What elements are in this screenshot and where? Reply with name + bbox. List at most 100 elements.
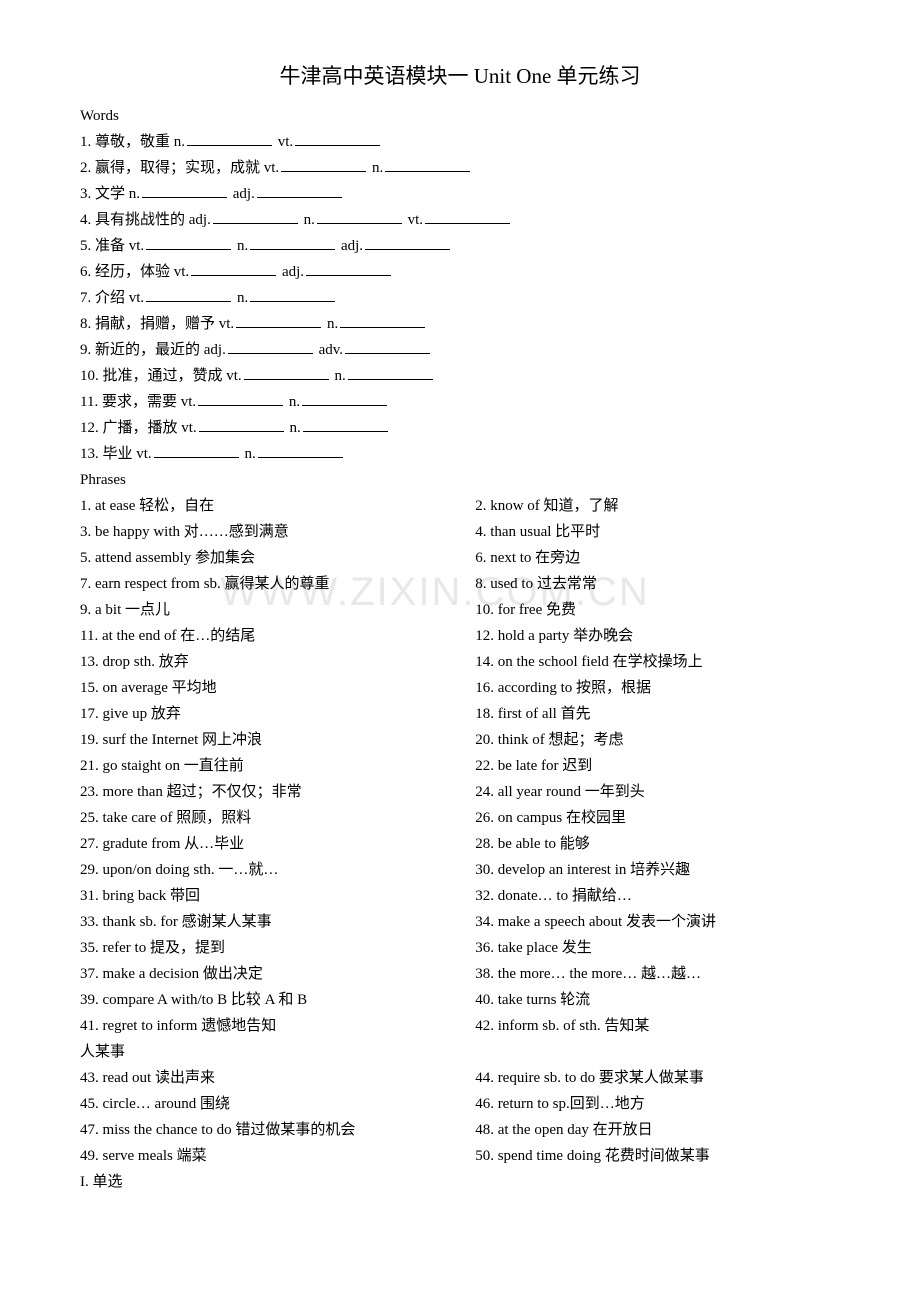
word-cn: 具有挑战性的	[95, 212, 185, 228]
phrase-row: 11. at the end of 在…的结尾12. hold a party …	[80, 624, 840, 648]
phrase-row: 29. upon/on doing sth. 一…就…30. develop a…	[80, 858, 840, 882]
word-part: n.	[244, 446, 255, 462]
phrase-left: 41. regret to inform 遗憾地告知	[80, 1014, 475, 1038]
word-part: vt.	[174, 264, 189, 280]
phrase-left: 5. attend assembly 参加集会	[80, 546, 475, 570]
blank-field[interactable]	[257, 182, 342, 198]
blank-field[interactable]	[385, 156, 470, 172]
phrase-right: 26. on campus 在校园里	[475, 806, 840, 830]
phrase-right: 10. for free 免费	[475, 598, 840, 622]
word-part: adj.	[341, 238, 363, 254]
word-part: adj.	[204, 342, 226, 358]
phrase-row: 15. on average 平均地16. according to 按照，根据	[80, 676, 840, 700]
blank-field[interactable]	[236, 312, 321, 328]
phrase-right: 50. spend time doing 花费时间做某事	[475, 1144, 840, 1168]
blank-field[interactable]	[146, 286, 231, 302]
word-part: n.	[174, 134, 185, 150]
phrase-left: 49. serve meals 端菜	[80, 1144, 475, 1168]
word-part: n.	[372, 160, 383, 176]
word-part: vt.	[226, 368, 241, 384]
phrase-right: 48. at the open day 在开放日	[475, 1118, 840, 1142]
blank-field[interactable]	[250, 286, 335, 302]
word-line: 5. 准备 vt. n. adj.	[80, 234, 840, 258]
phrase-row: 35. refer to 提及，提到36. take place 发生	[80, 936, 840, 960]
phrase-left: 47. miss the chance to do 错过做某事的机会	[80, 1118, 475, 1142]
word-line: 7. 介绍 vt. n.	[80, 286, 840, 310]
phrase-left: 37. make a decision 做出决定	[80, 962, 475, 986]
phrase-row: 43. read out 读出声来44. require sb. to do 要…	[80, 1066, 840, 1090]
phrase-left: 43. read out 读出声来	[80, 1066, 475, 1090]
word-part: vt.	[129, 238, 144, 254]
phrase-row: 7. earn respect from sb. 赢得某人的尊重8. used …	[80, 572, 840, 596]
phrase-row: 27. gradute from 从…毕业28. be able to 能够	[80, 832, 840, 856]
blank-field[interactable]	[295, 130, 380, 146]
phrase-row: 人某事	[80, 1040, 840, 1064]
blank-field[interactable]	[258, 442, 343, 458]
phrase-row: 49. serve meals 端菜50. spend time doing 花…	[80, 1144, 840, 1168]
blank-field[interactable]	[306, 260, 391, 276]
phrase-right: 6. next to 在旁边	[475, 546, 840, 570]
blank-field[interactable]	[187, 130, 272, 146]
word-line: 6. 经历，体验 vt. adj.	[80, 260, 840, 284]
phrase-row: 45. circle… around 围绕46. return to sp.回到…	[80, 1092, 840, 1116]
phrase-row: 47. miss the chance to do 错过做某事的机会48. at…	[80, 1118, 840, 1142]
word-line: 1. 尊敬，敬重 n. vt.	[80, 130, 840, 154]
word-cn: 文学	[95, 186, 125, 202]
phrase-row: 17. give up 放弃18. first of all 首先	[80, 702, 840, 726]
blank-field[interactable]	[348, 364, 433, 380]
phrase-right: 32. donate… to 捐献给…	[475, 884, 840, 908]
blank-field[interactable]	[244, 364, 329, 380]
phrase-right: 44. require sb. to do 要求某人做某事	[475, 1066, 840, 1090]
phrase-row: 33. thank sb. for 感谢某人某事34. make a speec…	[80, 910, 840, 934]
word-part: vt.	[219, 316, 234, 332]
blank-field[interactable]	[142, 182, 227, 198]
phrase-left: 21. go staight on 一直往前	[80, 754, 475, 778]
word-line: 9. 新近的，最近的 adj. adv.	[80, 338, 840, 362]
phrase-left: 1. at ease 轻松，自在	[80, 494, 475, 518]
blank-field[interactable]	[317, 208, 402, 224]
word-line: 8. 捐献，捐赠，赠予 vt. n.	[80, 312, 840, 336]
phrase-row: 25. take care of 照顾，照料26. on campus 在校园里	[80, 806, 840, 830]
word-part: vt.	[129, 290, 144, 306]
phrase-left: 7. earn respect from sb. 赢得某人的尊重	[80, 572, 475, 596]
phrase-right: 24. all year round 一年到头	[475, 780, 840, 804]
word-line: 3. 文学 n. adj.	[80, 182, 840, 206]
word-cn: 广播，播放	[103, 420, 178, 436]
phrase-right: 18. first of all 首先	[475, 702, 840, 726]
blank-field[interactable]	[303, 416, 388, 432]
blank-field[interactable]	[345, 338, 430, 354]
phrase-right: 8. used to 过去常常	[475, 572, 840, 596]
blank-field[interactable]	[191, 260, 276, 276]
blank-field[interactable]	[228, 338, 313, 354]
word-cn: 赢得，取得；实现，成就	[95, 160, 260, 176]
word-number: 13.	[80, 446, 99, 462]
phrase-left: 45. circle… around 围绕	[80, 1092, 475, 1116]
phrase-row: 5. attend assembly 参加集会6. next to 在旁边	[80, 546, 840, 570]
word-part: adj.	[189, 212, 211, 228]
word-number: 1.	[80, 134, 91, 150]
word-cn: 尊敬，敬重	[95, 134, 170, 150]
phrase-right: 30. develop an interest in 培养兴趣	[475, 858, 840, 882]
blank-field[interactable]	[281, 156, 366, 172]
blank-field[interactable]	[365, 234, 450, 250]
blank-field[interactable]	[199, 416, 284, 432]
phrase-right: 2. know of 知道，了解	[475, 494, 840, 518]
blank-field[interactable]	[154, 442, 239, 458]
word-line: 2. 赢得，取得；实现，成就 vt. n.	[80, 156, 840, 180]
word-part: n.	[304, 212, 315, 228]
word-line: 11. 要求，需要 vt. n.	[80, 390, 840, 414]
blank-field[interactable]	[250, 234, 335, 250]
word-part: n.	[129, 186, 140, 202]
phrase-row: 21. go staight on 一直往前22. be late for 迟到	[80, 754, 840, 778]
phrase-right: 38. the more… the more… 越…越…	[475, 962, 840, 986]
blank-field[interactable]	[302, 390, 387, 406]
blank-field[interactable]	[146, 234, 231, 250]
word-number: 5.	[80, 238, 91, 254]
blank-field[interactable]	[198, 390, 283, 406]
blank-field[interactable]	[213, 208, 298, 224]
blank-field[interactable]	[340, 312, 425, 328]
phrase-right: 34. make a speech about 发表一个演讲	[475, 910, 840, 934]
phrase-row: 31. bring back 带回32. donate… to 捐献给…	[80, 884, 840, 908]
blank-field[interactable]	[425, 208, 510, 224]
phrase-row: 19. surf the Internet 网上冲浪20. think of 想…	[80, 728, 840, 752]
